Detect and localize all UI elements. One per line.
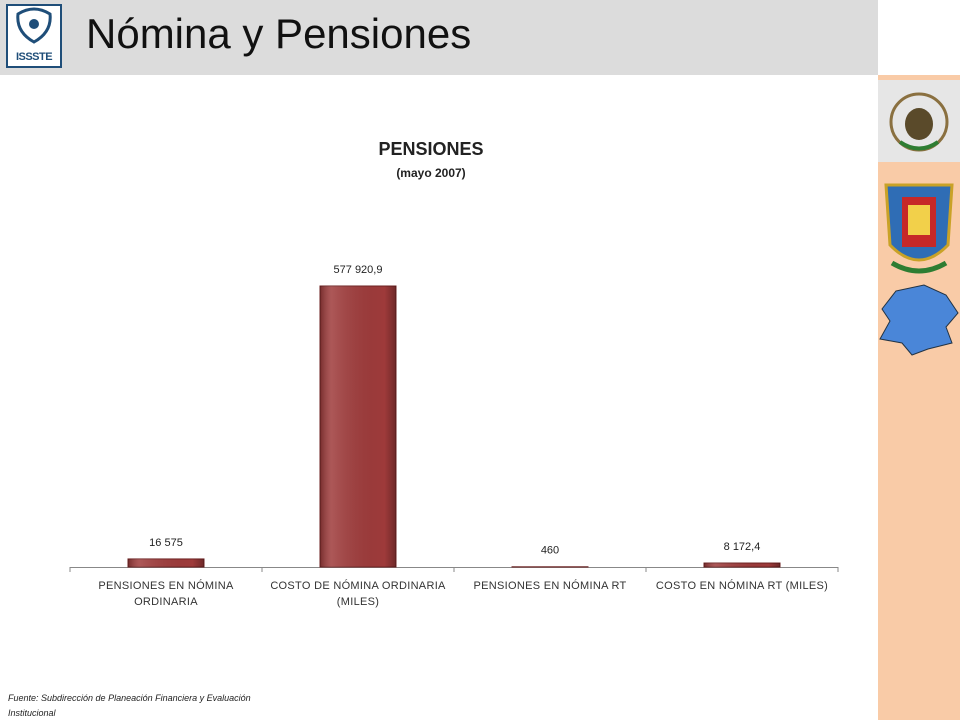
coat-of-arms xyxy=(884,183,954,274)
x-tick-label: PENSIONES EN NÓMINA RT xyxy=(473,580,627,592)
x-tick-label: COSTO DE NÓMINA ORDINARIA (MILES) xyxy=(270,580,446,608)
data-label: 8 172,4 xyxy=(724,541,761,553)
state-map xyxy=(879,284,959,356)
data-label: 460 xyxy=(541,545,559,557)
header-bar xyxy=(0,0,878,75)
logo: ISSSTE xyxy=(6,4,62,68)
chart-title: PENSIONES xyxy=(378,139,484,159)
bar-shade xyxy=(704,563,780,567)
bar-shade xyxy=(320,286,396,567)
data-label: 577 920,9 xyxy=(334,264,383,276)
page-title: Nómina y Pensiones xyxy=(86,10,472,57)
emblem xyxy=(889,92,949,152)
source-note: Fuente: Subdirección de Planeación Finan… xyxy=(8,693,251,718)
chart: 16 575 577 920,9 460 8 172,4 xyxy=(69,264,839,572)
side-panel xyxy=(878,75,960,720)
logo-text: ISSSTE xyxy=(15,51,53,63)
bar-shade xyxy=(128,558,204,567)
chart-subtitle: (mayo 2007) xyxy=(396,166,466,180)
logo-icon xyxy=(16,7,52,44)
data-label: 16 575 xyxy=(149,537,183,549)
x-tick-label: PENSIONES EN NÓMINA ORDINARIA xyxy=(98,580,234,608)
x-tick-label: COSTO EN NÓMINA RT (MILES) xyxy=(655,580,829,592)
emblem-box xyxy=(878,80,960,162)
